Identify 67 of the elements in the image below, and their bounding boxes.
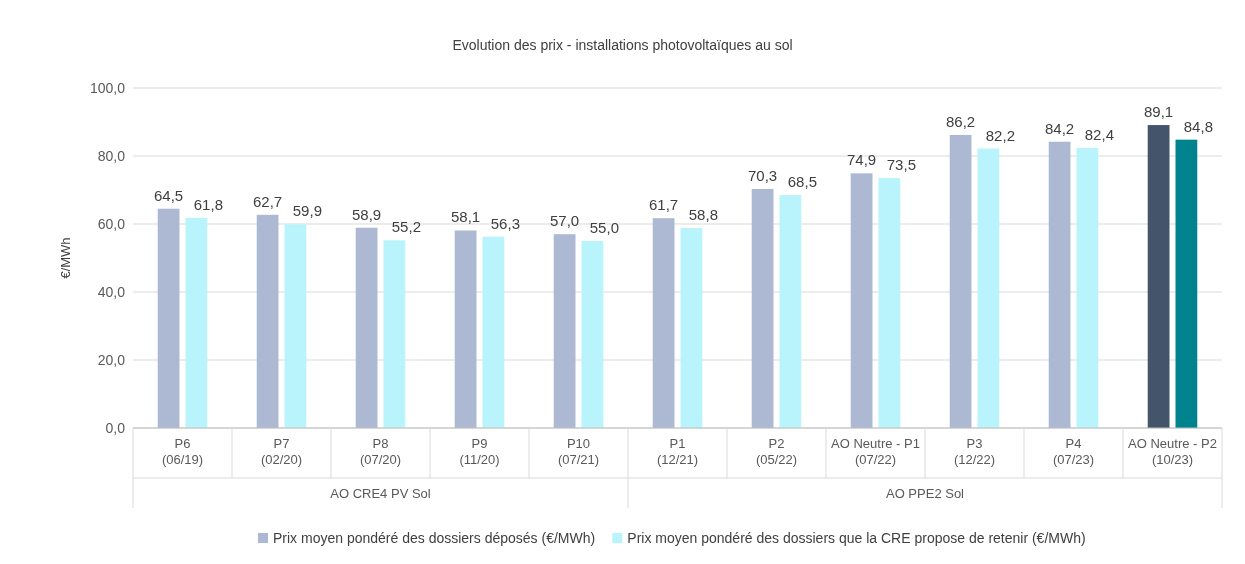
x-tick-label: P8 (07/20) (359, 436, 402, 467)
legend-label: Prix moyen pondéré des dossiers que la CRE propose de retenir (€/MWh) (627, 530, 1086, 546)
x-tick-label: P3 (12/22) (953, 436, 996, 467)
x-tick-label: P4 (07/23) (1052, 436, 1095, 467)
bar (751, 188, 774, 428)
y-tick-label: 20,0 (97, 352, 126, 368)
bar (553, 234, 576, 428)
data-label: 84,2 (1045, 119, 1075, 137)
bar (482, 236, 505, 428)
bar (1076, 147, 1099, 428)
y-tick-label: 60,0 (97, 216, 126, 232)
text: AO CRE4 PV Sol (330, 486, 431, 501)
data-label: 58,1 (451, 208, 481, 226)
bar (949, 134, 972, 428)
y-tick-label: 40,0 (97, 284, 126, 300)
data-label: 58,8 (688, 206, 718, 224)
data-label: 84,8 (1183, 117, 1213, 135)
x-tick-label: AO Neutre - P1 (07/22) (831, 436, 920, 467)
data-label: 62,7 (253, 192, 283, 210)
y-tick-label: 0,0 (105, 420, 126, 436)
bar (878, 178, 901, 428)
data-label: 55,2 (391, 218, 421, 236)
text: AO PPE2 Sol (885, 486, 965, 501)
data-label: 86,2 (946, 112, 976, 130)
x-tick-label: P7 (02/20) (260, 436, 303, 467)
data-label: 82,4 (1084, 125, 1114, 143)
bar (581, 241, 604, 428)
bar (185, 217, 208, 428)
bar (1147, 125, 1170, 428)
x-tick-label: P9 (11/20) (459, 436, 500, 467)
data-label: 73,5 (886, 156, 916, 174)
x-tick-label: P10 (07/21) (557, 436, 600, 467)
data-label: 57,0 (550, 212, 580, 230)
bar (355, 227, 378, 428)
y-tick-label: 80,0 (97, 148, 126, 164)
bar (256, 214, 279, 428)
data-label: 70,3 (748, 166, 778, 184)
legend-label: Prix moyen pondéré des dossiers déposés (€/MWh) (273, 530, 596, 546)
bar (977, 148, 1000, 428)
bar (284, 224, 307, 428)
bar (850, 173, 873, 428)
x-tick-label: P1 (12/21) (656, 436, 699, 467)
bar (1048, 141, 1071, 428)
x-tick-label: P2 (05/22) (755, 436, 798, 467)
bar (383, 240, 406, 428)
data-label: 55,0 (589, 219, 619, 236)
data-label: 64,5 (154, 186, 184, 204)
data-label: 59,9 (292, 202, 322, 220)
bar (779, 195, 802, 428)
data-label: 74,9 (847, 151, 877, 169)
bar (680, 228, 703, 428)
data-label: 61,8 (193, 195, 223, 213)
data-label: 61,7 (649, 196, 679, 214)
bar (1175, 139, 1198, 428)
data-label: 56,3 (490, 214, 520, 232)
bar (157, 208, 180, 428)
y-tick-label: 100,0 (89, 80, 126, 96)
bar (454, 230, 477, 428)
data-label: 58,9 (352, 205, 382, 223)
bar (652, 218, 675, 428)
x-tick-label: AO Neutre - P2 (10/23) (1128, 436, 1217, 467)
data-label: 68,5 (787, 173, 817, 191)
x-tick-label: P6 (06/19) (161, 436, 204, 467)
data-label: 82,2 (985, 126, 1015, 144)
y-axis-title: €/MWh (58, 237, 73, 279)
chart-title: Evolution des prix - installations photovoltaïques au sol (452, 37, 793, 53)
data-label: 89,1 (1144, 103, 1174, 121)
